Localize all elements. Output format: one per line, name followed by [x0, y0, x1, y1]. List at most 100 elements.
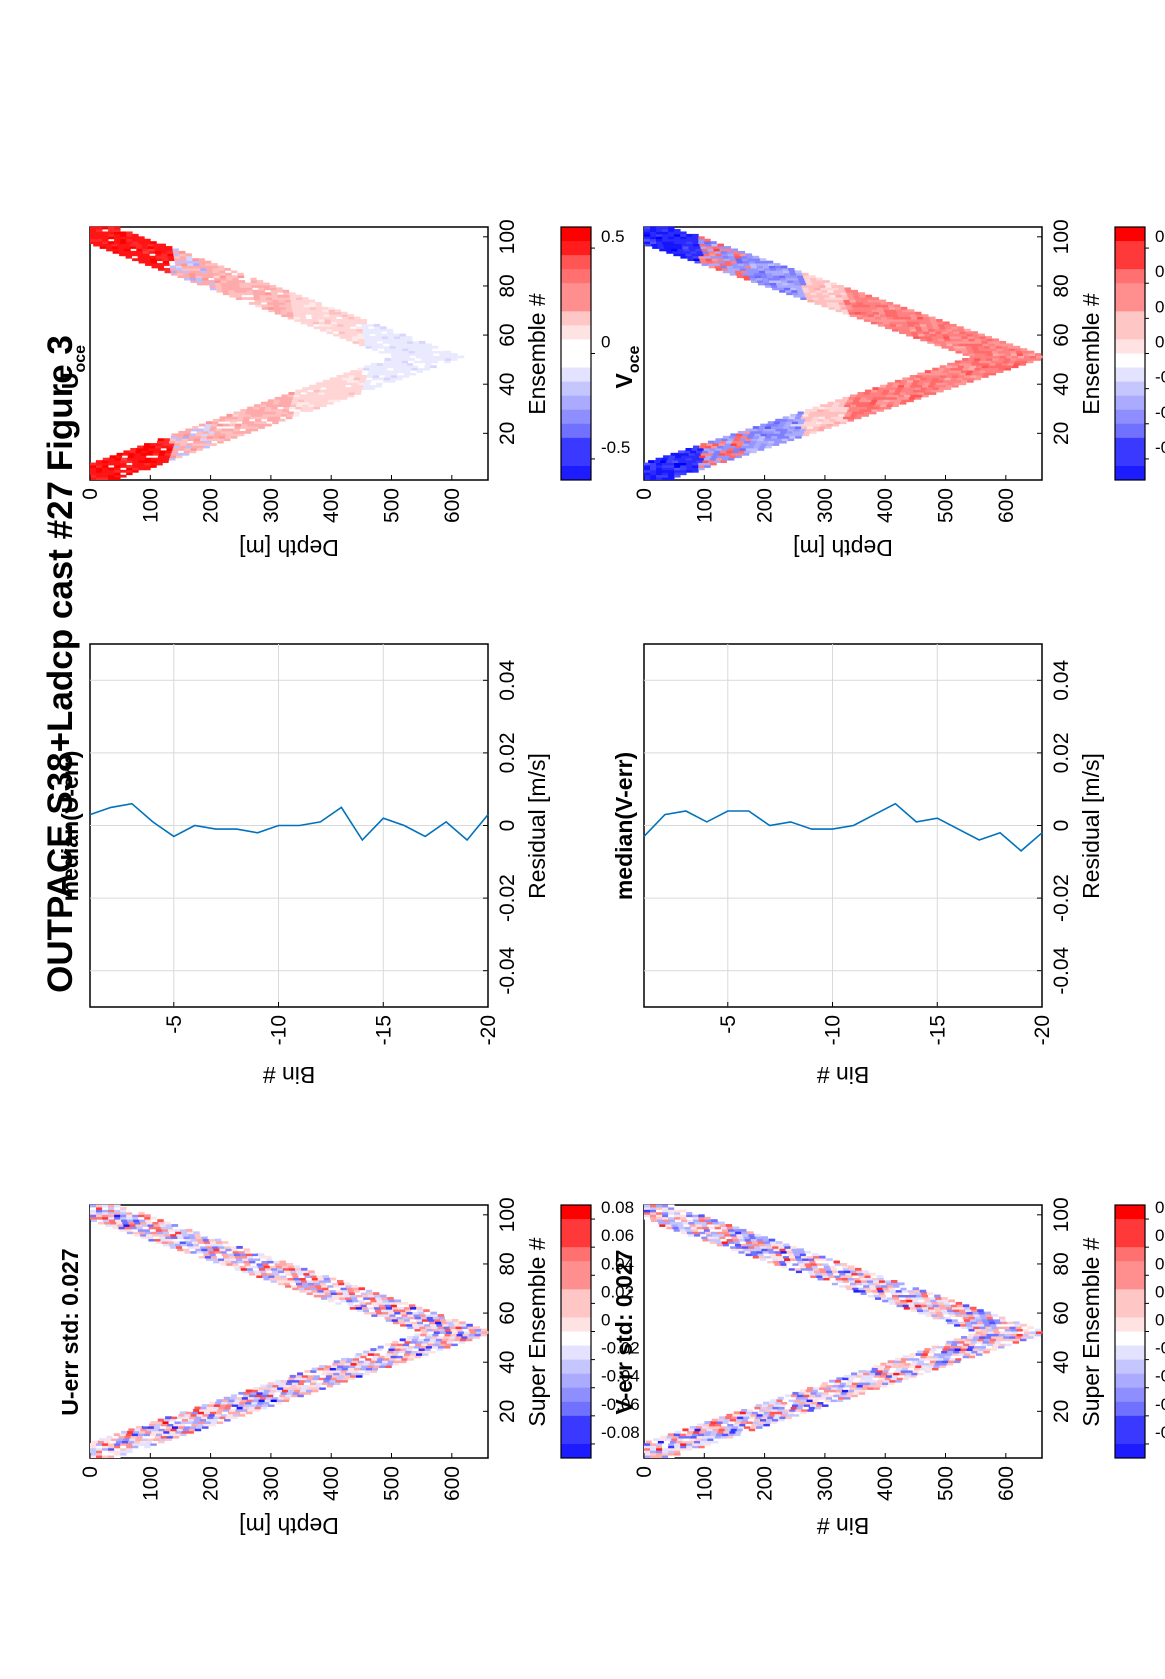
heatmap-cell [733, 1411, 741, 1415]
heatmap-cell [956, 367, 963, 371]
heatmap-cell [243, 1260, 250, 1264]
heatmap-cell [687, 1430, 694, 1434]
heatmap-cell [833, 1394, 840, 1398]
heatmap-cell [303, 401, 310, 405]
heatmap-cell [284, 404, 291, 408]
heatmap-cell [310, 1275, 318, 1278]
heatmap-cell [108, 467, 115, 471]
heatmap-cell [1006, 1340, 1014, 1344]
heatmap-cell [144, 258, 151, 262]
heatmap-cell [189, 1416, 196, 1420]
heatmap-cell [741, 445, 748, 449]
heatmap-cell [711, 1430, 718, 1434]
heatmap-cell [297, 306, 305, 310]
heatmap-cell [431, 1314, 439, 1317]
heatmap-cell [697, 1423, 704, 1427]
heatmap-cell [890, 1377, 898, 1381]
heatmap-cell [206, 435, 214, 439]
heatmap-cell [772, 272, 779, 276]
heatmap-cell [705, 445, 712, 449]
heatmap-cell [376, 338, 383, 342]
heatmap-cell [278, 297, 285, 300]
heatmap-cell [721, 1423, 728, 1427]
heatmap-cell [217, 423, 224, 427]
heatmap-cell [294, 319, 301, 322]
heatmap-cell [264, 287, 271, 291]
heatmap-cell [773, 1416, 780, 1420]
heatmap-cell [692, 465, 699, 468]
heatmap-cell [884, 396, 892, 400]
heatmap-cell [249, 416, 257, 420]
heatmap-cell [391, 1352, 399, 1356]
heatmap-cell [379, 1306, 387, 1310]
heatmap-cell [694, 1440, 701, 1444]
heatmap-cell [704, 255, 711, 259]
heatmap-cell [791, 1394, 798, 1398]
heatmap-cell [684, 450, 691, 454]
heatmap-cell [806, 282, 813, 286]
heatmap-cell [455, 1326, 462, 1330]
heatmap-cell [987, 1343, 994, 1347]
heatmap-cell [966, 370, 974, 373]
heatmap-cell [233, 282, 240, 286]
heatmap-cell [770, 1421, 778, 1424]
colorbar-swatch [1115, 1359, 1145, 1374]
heatmap-cell [99, 246, 107, 249]
heatmap-cell [405, 1309, 412, 1313]
heatmap-cell [945, 365, 953, 369]
heatmap-cell [772, 287, 779, 291]
heatmap-cell [234, 289, 241, 293]
heatmap-cell [787, 1253, 795, 1257]
heatmap-cell [929, 316, 936, 320]
heatmap-cell [652, 246, 659, 249]
heatmap-cell [964, 374, 971, 378]
heatmap-cell [1007, 1338, 1015, 1342]
heatmap-cell [766, 1245, 773, 1249]
heatmap-cell [176, 1245, 183, 1249]
heatmap-cell [259, 1396, 267, 1400]
heatmap-cell [927, 326, 934, 330]
heatmap-cell [889, 309, 897, 313]
heatmap-cell [755, 430, 763, 434]
heatmap-cell [796, 413, 803, 417]
heatmap-cell [330, 319, 337, 322]
heatmap-cell [140, 1233, 147, 1237]
heatmap-cell [250, 1391, 257, 1395]
heatmap-cell [296, 1270, 303, 1274]
heatmap-cell [343, 372, 350, 376]
heatmap-cell [222, 1399, 229, 1403]
heatmap-cell [457, 355, 465, 359]
heatmap-cell [901, 399, 908, 403]
heatmap-cell [675, 1440, 683, 1444]
heatmap-cell [765, 1243, 772, 1247]
heatmap-cell [105, 1224, 112, 1227]
heatmap-cell [894, 306, 902, 310]
heatmap-cell [704, 465, 711, 468]
heatmap-cell [707, 1438, 714, 1441]
heatmap-cell [239, 282, 246, 286]
heatmap-cell [272, 421, 279, 425]
heatmap-cell [805, 1265, 813, 1269]
heatmap-cell [262, 1275, 269, 1278]
heatmap-cell [708, 1435, 716, 1439]
heatmap-cell [187, 1231, 194, 1235]
heatmap-cell [138, 1443, 145, 1446]
heatmap-cell [699, 445, 706, 449]
heatmap-cell [967, 350, 975, 354]
heatmap-cell [933, 1365, 940, 1368]
heatmap-cell [894, 379, 902, 383]
heatmap-cell [727, 1228, 735, 1232]
heatmap-cell [233, 284, 241, 288]
heatmap-cell [384, 1316, 391, 1320]
heatmap-cell [999, 340, 1007, 344]
heatmap-cell [356, 387, 363, 390]
heatmap-cell [376, 1299, 383, 1303]
heatmap-cell [759, 258, 767, 262]
panel-title: V-err std: 0.027 [611, 1250, 637, 1415]
heatmap-cell [224, 1245, 231, 1249]
heatmap-cell [403, 1343, 410, 1347]
heatmap-cell [954, 1348, 961, 1351]
heatmap-cell [829, 1379, 836, 1383]
heatmap-cell [1029, 355, 1037, 359]
heatmap-cell [379, 372, 387, 376]
